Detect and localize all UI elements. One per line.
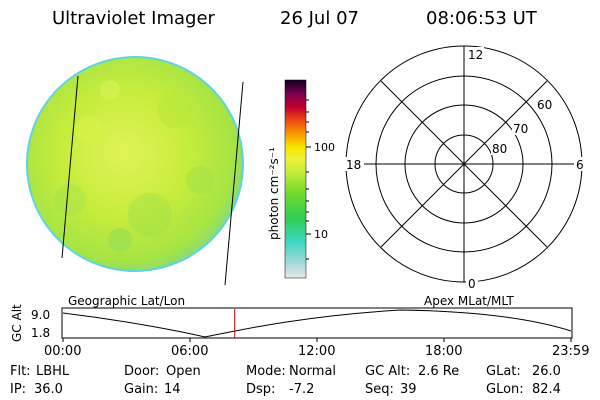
colorbar-ticks bbox=[306, 99, 311, 260]
polar-diagonal-2 bbox=[380, 80, 548, 248]
track-x-tick-0000: 00:00 bbox=[44, 344, 82, 359]
colorbar: 100 10 photon cm⁻²s⁻¹ bbox=[267, 79, 335, 279]
door-label: Door: bbox=[124, 364, 160, 379]
lat-label-70: 70 bbox=[513, 122, 528, 136]
earth-disk bbox=[28, 58, 242, 270]
date-label: 26 Jul 07 bbox=[280, 8, 359, 29]
polar-grid bbox=[345, 45, 583, 283]
track-x-tick-1800: 18:00 bbox=[425, 344, 463, 359]
mode-value: Normal bbox=[289, 364, 337, 379]
track-x-tick-2359: 23:59 bbox=[552, 344, 590, 359]
geographic-label: Geographic Lat/Lon bbox=[68, 294, 186, 308]
terminator-line-left bbox=[61, 75, 79, 259]
glon-value: 82.4 bbox=[532, 382, 561, 397]
dsp-value: -7.2 bbox=[289, 382, 315, 397]
flt-value: LBHL bbox=[36, 364, 70, 379]
orbit-track-panel bbox=[61, 307, 573, 342]
track-y-tick-min: 1.8 bbox=[31, 326, 51, 340]
mlt-label-18: 18 bbox=[346, 158, 361, 172]
glat-value: 26.0 bbox=[532, 364, 561, 379]
flt-label: Flt: bbox=[10, 364, 31, 379]
track-x-tick-1200: 12:00 bbox=[298, 344, 336, 359]
gain-label: Gain: bbox=[124, 382, 159, 397]
colorbar-tick-10: 10 bbox=[314, 228, 328, 241]
colorbar-tick-100: 100 bbox=[314, 141, 335, 154]
mlt-label-6: 6 bbox=[576, 158, 584, 172]
terminator-line-right bbox=[224, 81, 244, 286]
ip-label: IP: bbox=[10, 382, 27, 397]
track-x-ticks bbox=[62, 338, 572, 342]
uv-earth-image bbox=[26, 56, 244, 286]
track-x-tick-0600: 06:00 bbox=[171, 344, 209, 359]
colorbar-unit-label: photon cm⁻²s⁻¹ bbox=[267, 147, 281, 240]
gc-alt-value: 2.6 Re bbox=[418, 364, 460, 379]
ip-value: 36.0 bbox=[34, 382, 63, 397]
time-label: 08:06:53 UT bbox=[426, 8, 537, 29]
altitude-curve bbox=[62, 309, 572, 338]
seq-label: Seq: bbox=[365, 382, 394, 397]
track-y-tick-max: 9.0 bbox=[31, 308, 51, 322]
track-frame bbox=[61, 307, 573, 339]
dsp-label: Dsp: bbox=[246, 382, 276, 397]
seq-value: 39 bbox=[400, 382, 417, 397]
gain-value: 14 bbox=[164, 382, 181, 397]
mode-label: Mode: bbox=[246, 364, 286, 379]
mlt-label-12: 12 bbox=[468, 48, 483, 62]
door-value: Open bbox=[166, 364, 201, 379]
lat-label-80: 80 bbox=[492, 142, 507, 156]
glon-label: GLon: bbox=[486, 382, 524, 397]
app-title: Ultraviolet Imager bbox=[52, 8, 215, 29]
mlt-label-0: 0 bbox=[468, 277, 476, 291]
gc-alt-label: GC Alt: bbox=[365, 364, 411, 379]
lat-label-60: 60 bbox=[537, 98, 552, 112]
gc-alt-axis-label: GC Alt bbox=[10, 304, 24, 342]
glat-label: GLat: bbox=[486, 364, 521, 379]
colorbar-gradient bbox=[284, 79, 307, 279]
speckle-texture bbox=[54, 80, 214, 252]
apex-label: Apex MLat/MLT bbox=[424, 294, 514, 308]
